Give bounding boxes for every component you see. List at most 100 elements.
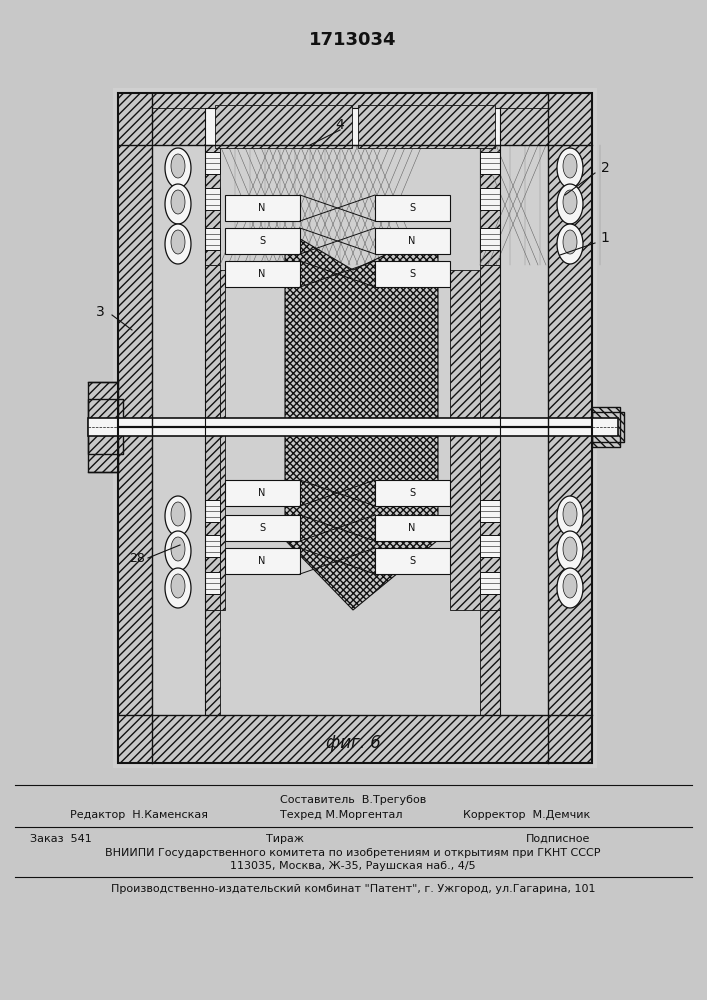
Text: N: N [258,488,266,498]
Bar [205,572,220,594]
Bar [480,265,500,425]
Polygon shape [165,184,191,224]
Bar [480,535,500,557]
Bar [118,93,592,145]
Bar [205,145,220,265]
Bar [480,572,500,594]
Bar [118,93,592,427]
Polygon shape [165,496,191,536]
Text: N: N [258,269,266,279]
Polygon shape [171,537,185,561]
Bar [152,108,205,145]
Polygon shape [165,531,191,571]
Text: N: N [258,556,266,566]
Bar [592,407,620,447]
Polygon shape [171,154,185,178]
Polygon shape [563,154,577,178]
Polygon shape [563,230,577,254]
Bar [205,500,220,522]
Bar [375,228,450,254]
Polygon shape [557,531,583,571]
Bar [220,427,225,610]
Polygon shape [557,496,583,536]
Bar [215,105,352,148]
Bar [205,152,220,174]
Bar [358,105,495,148]
Bar [592,412,624,442]
Text: N: N [258,203,266,213]
Bar [88,399,123,454]
Bar [592,407,620,447]
Bar [205,188,220,210]
Bar [118,427,152,763]
Text: 1: 1 [600,231,609,245]
Text: S: S [259,236,265,246]
Polygon shape [171,502,185,526]
Text: S: S [409,488,415,498]
Bar [225,228,300,254]
Bar [88,418,618,436]
Polygon shape [171,574,185,598]
Bar [205,610,220,715]
Bar [118,427,592,763]
Bar [375,261,450,287]
Text: Заказ  541: Заказ 541 [30,834,92,844]
Bar [118,715,592,763]
Text: Редактор  Н.Каменская: Редактор Н.Каменская [70,810,208,820]
Bar [118,93,152,427]
Bar [225,480,300,506]
Text: S: S [409,203,415,213]
Bar [480,188,500,210]
Bar [375,548,450,574]
Polygon shape [285,429,438,610]
Bar [548,93,592,427]
Bar [480,500,500,522]
Bar [480,427,500,610]
Bar [205,108,500,145]
Text: S: S [409,269,415,279]
Polygon shape [165,568,191,608]
Text: фиг. 6: фиг. 6 [325,734,380,752]
Text: S: S [259,523,265,533]
Polygon shape [563,537,577,561]
Text: Корректор  М.Демчик: Корректор М.Демчик [463,810,590,820]
Bar [375,480,450,506]
Polygon shape [557,148,583,188]
Polygon shape [557,184,583,224]
Bar [88,382,118,472]
Text: Подписное: Подписное [525,834,590,844]
Text: N: N [409,236,416,246]
Bar [205,535,220,557]
Polygon shape [563,502,577,526]
Text: 28: 28 [129,552,145,564]
Polygon shape [171,230,185,254]
Polygon shape [285,230,438,425]
Polygon shape [165,148,191,188]
Text: Техред М.Моргентал: Техред М.Моргентал [280,810,402,820]
Bar [220,270,225,425]
Text: 3: 3 [95,305,105,319]
Bar [225,515,300,541]
Bar [548,427,592,763]
Bar [205,228,220,250]
Bar [88,399,123,454]
Bar [225,261,300,287]
Polygon shape [171,190,185,214]
Bar [480,152,500,174]
Polygon shape [557,568,583,608]
Bar [592,412,624,442]
Text: ВНИИПИ Государственного комитета по изобретениям и открытиям при ГКНТ СССР: ВНИИПИ Государственного комитета по изоб… [105,848,601,858]
Text: Составитель  В.Трегубов: Составитель В.Трегубов [280,795,426,805]
Polygon shape [563,190,577,214]
Bar [225,195,300,221]
Bar [375,195,450,221]
Text: S: S [409,556,415,566]
Text: N: N [409,523,416,533]
Polygon shape [557,224,583,264]
Text: Тираж: Тираж [266,834,304,844]
Text: 2: 2 [601,161,609,175]
Bar [205,265,220,425]
Bar [205,427,220,610]
Bar [225,548,300,574]
Bar [450,270,480,425]
